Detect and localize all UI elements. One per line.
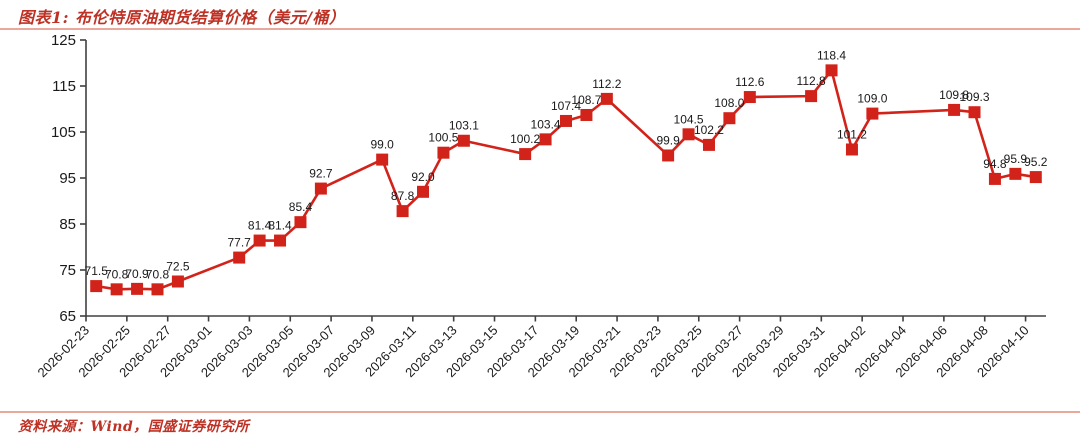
data-point-marker: [294, 216, 307, 229]
data-point-marker: [131, 282, 144, 295]
series-line: [94, 69, 1038, 291]
y-tick-label: 105: [51, 124, 76, 141]
data-point-label: 103.1: [449, 119, 479, 133]
y-tick-label: 95: [59, 170, 76, 187]
data-point-marker: [539, 133, 552, 146]
data-point-marker: [376, 153, 389, 166]
data-point-label: 70.9: [125, 267, 149, 281]
data-point-label: 102.2: [694, 123, 724, 137]
data-point-marker: [90, 280, 103, 293]
data-point-label: 99.9: [656, 133, 680, 147]
title-separator-line: [0, 28, 1080, 30]
data-point-label: 112.2: [592, 77, 621, 91]
data-point-marker: [151, 283, 164, 296]
chart-title: 图表1: 布伦特原油期货结算价格（美元/桶）: [18, 8, 346, 27]
data-point-marker: [723, 112, 736, 125]
data-point-label: 87.8: [391, 189, 415, 203]
data-point-label: 112.6: [735, 75, 764, 89]
data-point-marker: [110, 283, 123, 296]
data-point-marker: [314, 182, 327, 195]
data-point-label: 85.4: [289, 200, 313, 214]
data-point-marker: [702, 138, 715, 151]
data-point-marker: [560, 114, 572, 127]
data-point-label: 99.0: [370, 138, 394, 152]
data-point-label: 81.4: [268, 219, 292, 233]
data-point-label: 95.2: [1024, 155, 1048, 169]
data-point-label: 95.9: [1004, 152, 1028, 166]
y-tick-label: 115: [52, 78, 76, 95]
data-point-marker: [1029, 171, 1042, 184]
y-tick-label: 75: [59, 262, 76, 279]
data-point-label: 118.4: [817, 48, 846, 62]
data-point-label: 109.0: [857, 92, 887, 106]
data-point-marker: [417, 185, 430, 198]
data-point-label: 109.3: [959, 90, 989, 104]
y-tick-label: 125: [51, 32, 76, 49]
data-point-label: 72.5: [166, 260, 190, 274]
data-point-label: 100.5: [428, 131, 458, 145]
data-point-marker: [968, 106, 981, 119]
data-point-label: 94.8: [983, 157, 1007, 171]
data-point-marker: [805, 90, 818, 103]
data-point-label: 92.0: [411, 170, 435, 184]
data-point-marker: [948, 103, 961, 116]
data-point-marker: [866, 107, 879, 120]
data-point-marker: [519, 148, 532, 161]
data-point-label: 71.5: [85, 264, 109, 278]
data-point-label: 108.0: [714, 96, 744, 110]
data-point-label: 101.2: [837, 127, 867, 141]
data-point-marker: [253, 234, 266, 247]
data-point-marker: [845, 143, 858, 156]
y-tick-label: 85: [59, 216, 76, 233]
data-point-label: 70.8: [146, 267, 170, 281]
data-point-label: 109.8: [939, 88, 969, 102]
y-tick-label: 65: [59, 308, 76, 325]
data-point-label: 100.2: [510, 132, 540, 146]
data-point-marker: [457, 134, 470, 147]
data-point-marker: [274, 234, 287, 247]
data-point-label: 103.4: [531, 117, 561, 131]
data-point-marker: [1009, 167, 1022, 180]
data-point-label: 108.7: [571, 93, 601, 107]
data-point-label: 77.7: [228, 236, 252, 250]
data-point-marker: [396, 205, 409, 218]
data-point-marker: [988, 172, 1001, 185]
data-point-label: 70.8: [105, 267, 129, 281]
data-point-marker: [825, 64, 838, 77]
data-point-label: 104.5: [674, 112, 704, 126]
data-point-label: 81.4: [248, 219, 272, 233]
data-point-marker: [233, 251, 246, 264]
data-point-marker: [437, 146, 450, 159]
data-point-marker: [580, 108, 593, 121]
data-point-marker: [171, 275, 184, 288]
data-point-marker: [743, 91, 756, 104]
data-point-label: 107.4: [551, 99, 581, 113]
data-point-label: 112.8: [797, 74, 826, 88]
data-point-marker: [662, 149, 675, 162]
axis-lines: [85, 40, 1046, 317]
data-point-label: 92.7: [309, 167, 333, 181]
source-note: 资料来源：Wind，国盛证券研究所: [18, 419, 250, 435]
data-point-marker: [600, 92, 613, 105]
data-point-marker: [682, 128, 695, 141]
source-separator-line: [0, 411, 1080, 413]
